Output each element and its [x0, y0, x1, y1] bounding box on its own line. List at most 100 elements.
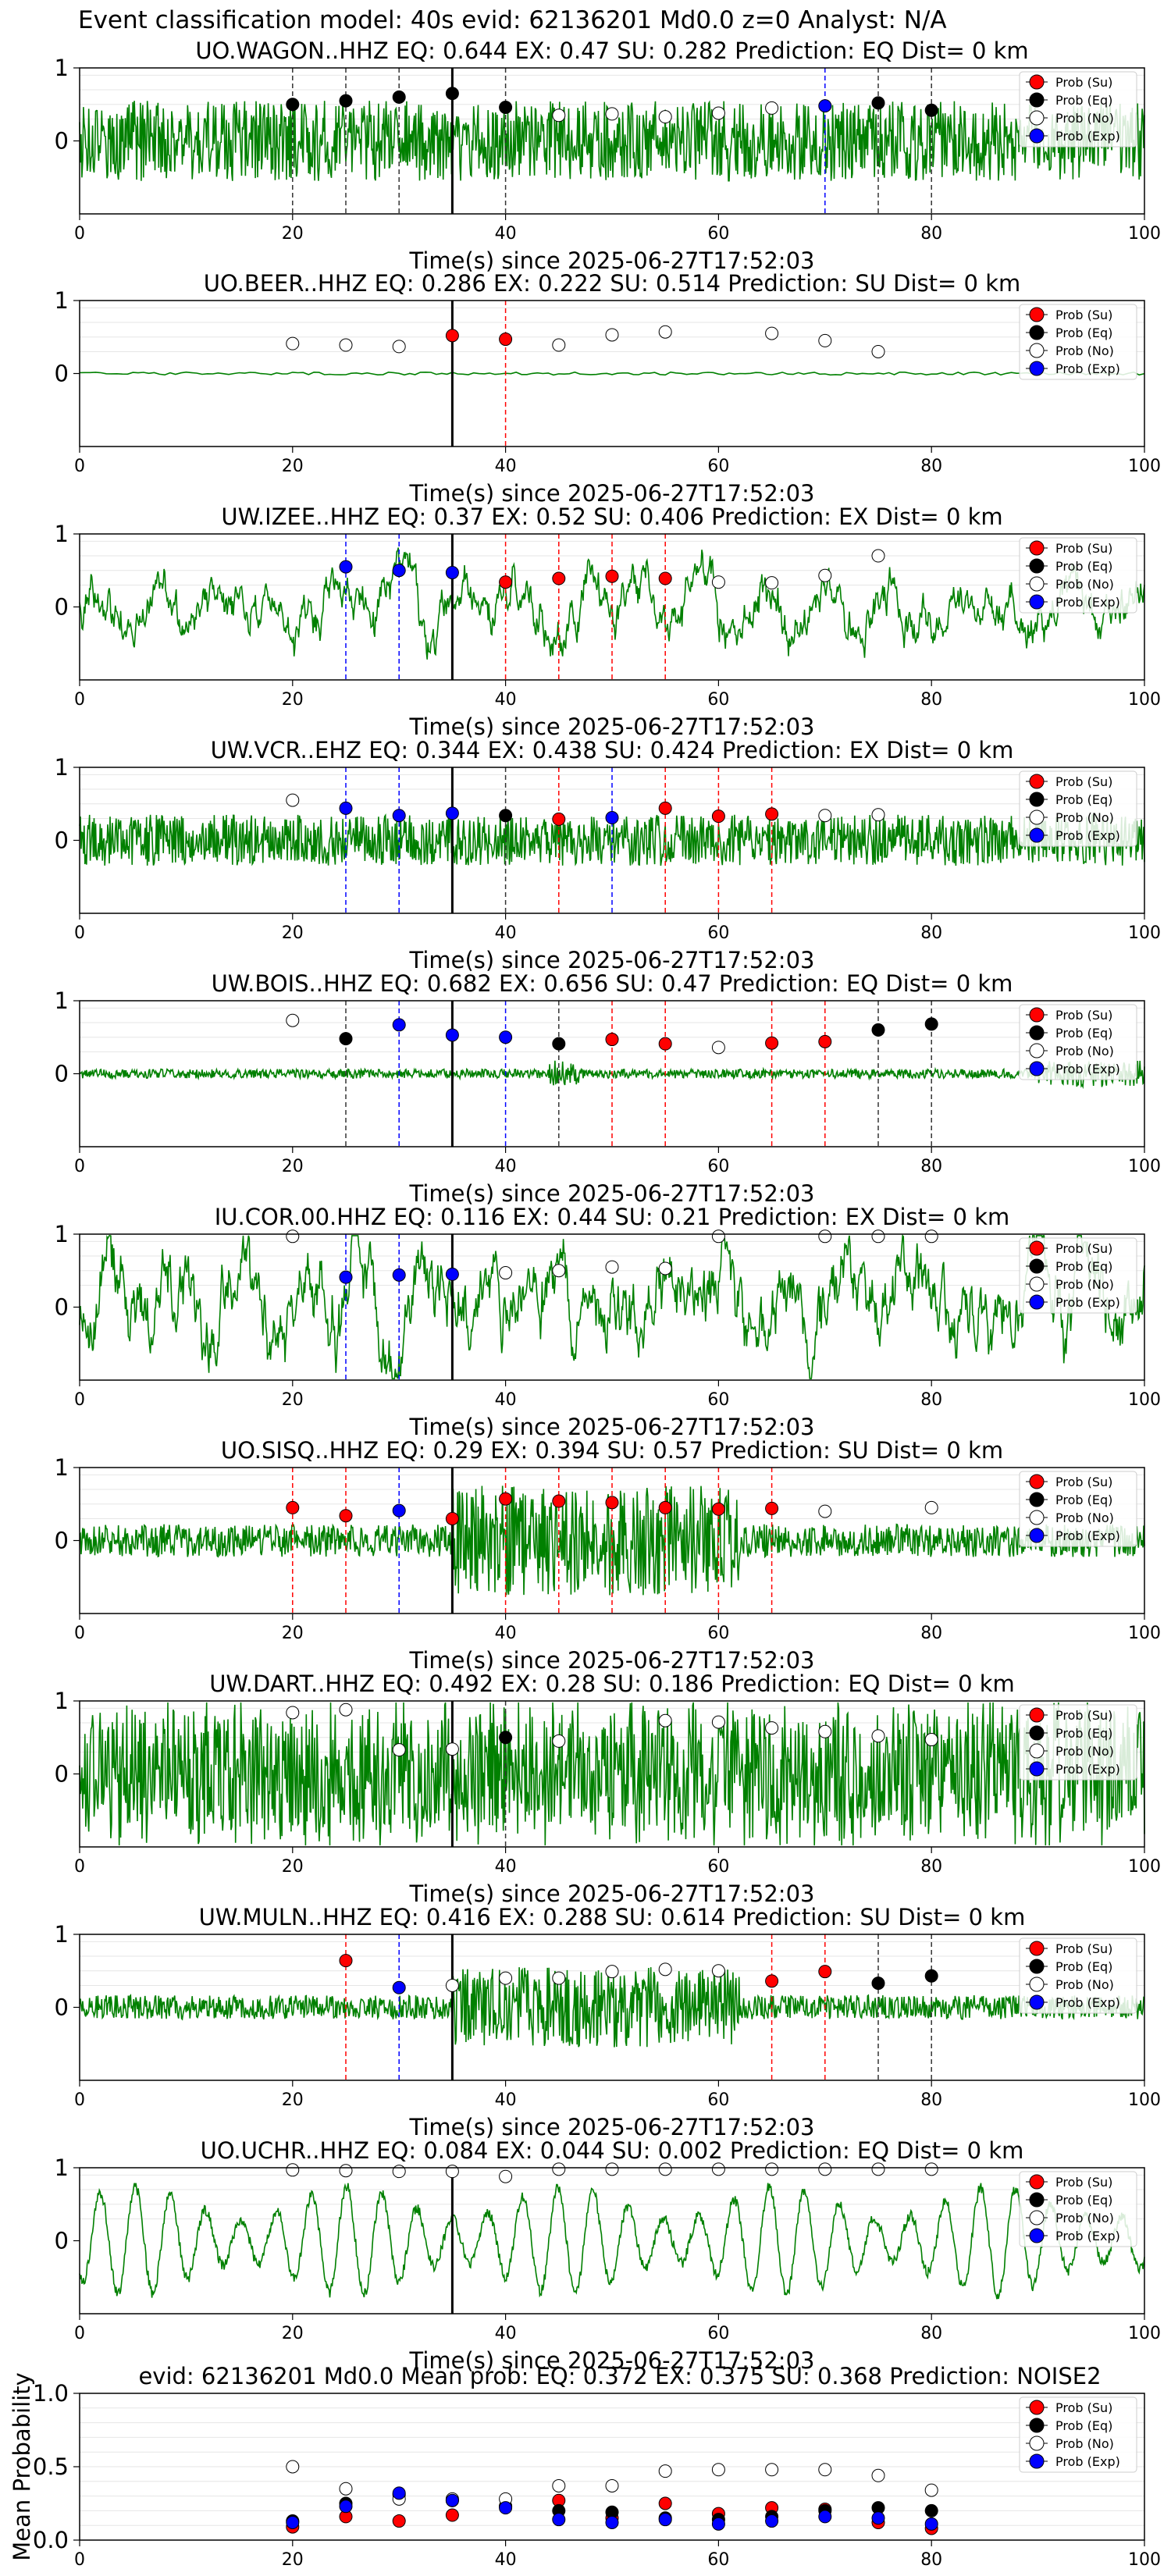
prob-point-no: [818, 333, 832, 347]
y-tick-label: 1: [55, 1921, 69, 1948]
legend-marker-exp: [1029, 361, 1045, 376]
prob-point-no: [286, 336, 300, 350]
prob-point-exp: [445, 806, 459, 820]
x-tick-label: 60: [707, 1857, 729, 1877]
legend-label: Prob (Su): [1055, 1941, 1112, 1956]
station-panel-6: Prob (Su) Prob (Eq) Prob (No) Prob (Exp) IU.…: [55, 1204, 1161, 1440]
legend-label: Prob (Su): [1055, 2175, 1112, 2190]
legend-marker-su: [1029, 1474, 1045, 1489]
y-tick-label: 1: [55, 287, 69, 314]
prob-point-no: [818, 809, 832, 823]
prob-point-no: [339, 2164, 353, 2178]
legend-marker-no: [1029, 576, 1045, 592]
prob-point-exp: [392, 1018, 406, 1032]
x-tick-label: 20: [282, 2550, 304, 2570]
panel-title: UO.BEER..HHZ EQ: 0.286 EX: 0.222 SU: 0.5…: [204, 270, 1021, 297]
prob-point-no: [499, 1266, 513, 1280]
y-tick-label: 0: [55, 361, 69, 387]
x-tick-label: 20: [282, 690, 304, 710]
prob-point-eq: [552, 1037, 566, 1051]
x-tick-label: 100: [1128, 1857, 1161, 1877]
legend: Prob (Su) Prob (Eq) Prob (No) Prob (Exp): [1019, 770, 1137, 847]
prob-point-no: [605, 1965, 619, 1979]
legend-marker-exp: [1029, 128, 1045, 144]
prob-point-exp: [445, 566, 459, 580]
prob-point-eq: [871, 1023, 885, 1037]
legend-label: Prob (No): [1055, 1044, 1114, 1059]
legend-label: Prob (Eq): [1055, 1493, 1112, 1507]
legend-label: Prob (Su): [1055, 1241, 1112, 1256]
mean-point-exp: [765, 2514, 779, 2528]
station-panel-7: Prob (Su) Prob (Eq) Prob (No) Prob (Exp) UO.…: [55, 1437, 1161, 1674]
x-tick-label: 100: [1128, 2090, 1161, 2110]
prob-point-su: [286, 1500, 300, 1514]
prob-point-no: [552, 338, 566, 352]
y-tick-label: 0.0: [33, 2527, 69, 2553]
panel-title: IU.COR.00.HHZ EQ: 0.116 EX: 0.44 SU: 0.2…: [215, 1204, 1010, 1230]
x-axis-label: Time(s) since 2025-06-27T17:52:03: [409, 480, 815, 507]
mean-point-eq: [924, 2503, 938, 2517]
mean-point-no: [605, 2478, 619, 2492]
prob-point-no: [818, 1229, 832, 1244]
legend-label: Prob (Exp): [1055, 129, 1120, 144]
legend-marker-eq: [1029, 92, 1045, 108]
y-tick-label: 0: [55, 1528, 69, 1554]
x-tick-label: 40: [495, 923, 517, 943]
prob-point-eq: [924, 103, 938, 117]
legend-box: [1019, 1704, 1137, 1781]
prob-point-su: [499, 1492, 513, 1506]
x-tick-label: 60: [707, 1390, 729, 1410]
prob-point-no: [765, 2162, 779, 2176]
prob-point-su: [711, 1502, 725, 1516]
station-panel-5: Prob (Su) Prob (Eq) Prob (No) Prob (Exp) UW.…: [55, 970, 1161, 1207]
legend-box: [1019, 1937, 1137, 2014]
prob-point-no: [286, 1706, 300, 1720]
prob-point-no: [605, 107, 619, 121]
x-axis-label: Time(s) since 2025-06-27T17:52:03: [409, 247, 815, 274]
x-tick-label: 20: [282, 2324, 304, 2343]
x-tick-label: 40: [495, 2550, 517, 2570]
legend-label: Prob (No): [1055, 1510, 1114, 1525]
legend-marker-su: [1029, 74, 1045, 90]
prob-point-eq: [924, 1017, 938, 1031]
prob-point-no: [445, 1978, 459, 1992]
prob-point-no: [499, 2169, 513, 2183]
prob-point-no: [871, 549, 885, 563]
prob-point-exp: [499, 1030, 513, 1044]
legend-marker-eq: [1029, 1025, 1045, 1041]
legend-marker-exp: [1029, 2453, 1045, 2469]
legend-label: Prob (No): [1055, 2436, 1114, 2451]
prob-point-eq: [392, 90, 406, 104]
x-tick-label: 20: [282, 1390, 304, 1410]
prob-point-no: [605, 1260, 619, 1274]
y-tick-label: 0: [55, 1761, 69, 1788]
prob-point-exp: [392, 1268, 406, 1282]
legend-marker-eq: [1029, 1258, 1045, 1274]
legend-box: [1019, 2171, 1137, 2247]
station-panel-3: Prob (Su) Prob (Eq) Prob (No) Prob (Exp) UW.…: [55, 503, 1161, 740]
mean-point-no: [286, 2460, 300, 2474]
x-tick-label: 80: [920, 2324, 942, 2343]
prob-point-su: [658, 571, 672, 585]
axes-frame: [79, 1934, 1145, 2081]
legend-label: Prob (Eq): [1055, 792, 1112, 807]
prob-point-no: [711, 2162, 725, 2176]
x-tick-label: 80: [920, 224, 942, 244]
waveform-trace: [79, 2183, 1145, 2300]
legend-box: [1019, 770, 1137, 847]
prob-point-no: [286, 2163, 300, 2177]
mean-point-exp: [818, 2510, 832, 2524]
axes-frame: [79, 67, 1145, 215]
legend-label: Prob (No): [1055, 810, 1114, 825]
prob-point-exp: [445, 1267, 459, 1281]
prob-point-no: [924, 2162, 938, 2176]
prob-point-no: [711, 1964, 725, 1978]
y-tick-label: 1: [55, 521, 69, 547]
x-tick-label: 40: [495, 224, 517, 244]
y-tick-label: 0: [55, 128, 69, 155]
axes-frame: [79, 300, 1145, 447]
legend-label: Prob (No): [1055, 1977, 1114, 1992]
prob-point-no: [711, 1715, 725, 1729]
x-tick-label: 0: [74, 2550, 85, 2570]
